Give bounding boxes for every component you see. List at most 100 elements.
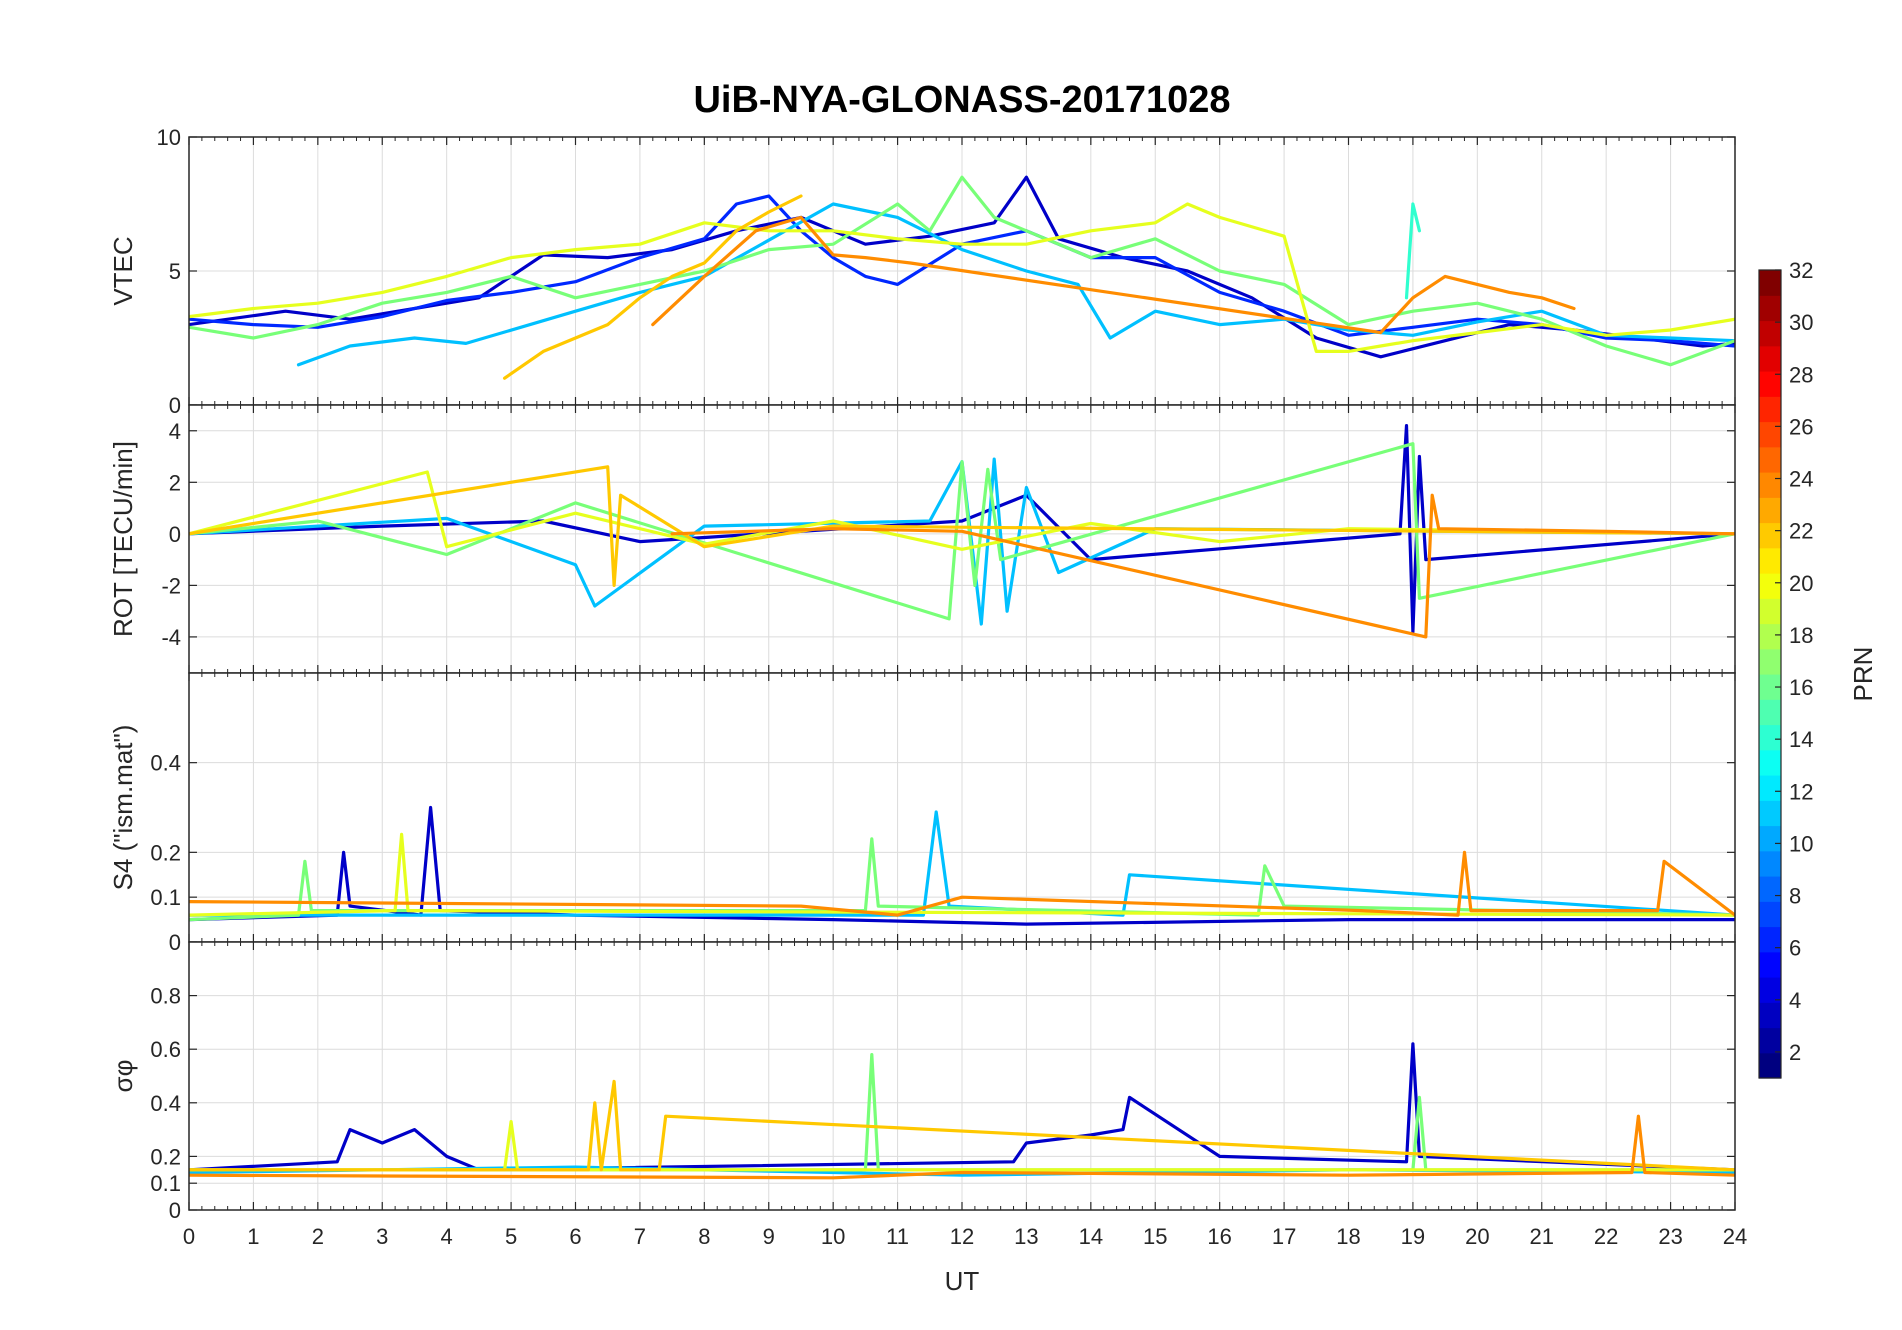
series-prn-23	[670, 493, 1735, 639]
series-prn-3	[189, 175, 1735, 359]
colorbar-segment	[1759, 926, 1781, 953]
series-prn-3	[189, 805, 1735, 926]
series-prn-21	[189, 1079, 1735, 1172]
y-tick-label: 0	[169, 522, 181, 547]
colorbar-tick-label: 18	[1789, 623, 1813, 648]
colorbar-tick-label: 30	[1789, 310, 1813, 335]
x-tick-label: 9	[763, 1224, 775, 1249]
series-prn-23	[651, 215, 1576, 335]
series-prn-5	[189, 194, 1735, 348]
y-tick-label: 0	[169, 393, 181, 418]
y-tick-label: 0.4	[150, 1091, 181, 1116]
y-tick-label: 10	[157, 125, 181, 150]
chart-title: UiB-NYA-GLONASS-20171028	[693, 79, 1230, 121]
colorbar-segment	[1759, 295, 1781, 322]
colorbar-frame	[1758, 269, 1782, 1079]
colorbar-tick-label: 14	[1789, 727, 1813, 752]
y-axis-label: VTEC	[108, 236, 138, 305]
colorbar-segment	[1759, 724, 1781, 751]
colorbar-segment	[1759, 850, 1781, 877]
series-prn-13	[1404, 202, 1422, 300]
series-group	[189, 175, 1735, 380]
colorbar-segment	[1759, 749, 1781, 776]
x-tick-label: 8	[698, 1224, 710, 1249]
colorbar-segment	[1759, 775, 1781, 801]
series-prn-21	[189, 465, 1735, 588]
y-tick-label: 0.6	[150, 1037, 181, 1062]
x-tick-label: 5	[505, 1224, 517, 1249]
colorbar-segment	[1759, 345, 1781, 372]
series-prn-19	[189, 202, 1735, 353]
x-tick-label: 21	[1530, 1224, 1554, 1249]
colorbar-segment	[1759, 1027, 1781, 1054]
x-tick-label: 13	[1014, 1224, 1038, 1249]
x-tick-label: 3	[376, 1224, 388, 1249]
series-prn-11	[296, 202, 1735, 367]
colorbar-segment	[1759, 547, 1781, 574]
y-tick-label: -2	[161, 573, 181, 598]
y-axis-label: ROT [TECU/min]	[108, 441, 138, 637]
x-tick-label: 18	[1336, 1224, 1360, 1249]
x-tick-label: 2	[312, 1224, 324, 1249]
colorbar-segment	[1759, 472, 1781, 498]
series-prn-16	[189, 175, 1735, 367]
colorbar-tick-label: 26	[1789, 414, 1813, 439]
y-tick-label: -4	[161, 625, 181, 650]
colorbar-segment	[1759, 371, 1781, 397]
colorbar-segment	[1759, 396, 1781, 423]
colorbar-segment	[1759, 522, 1781, 549]
colorbar-segment	[1759, 800, 1781, 827]
colorbar-tick-label: 32	[1789, 258, 1813, 283]
panel-sigma_phi: 00.10.2 0.4 0.6 0.8 σφ	[108, 941, 1736, 1223]
series-group	[189, 805, 1735, 926]
x-tick-label: 15	[1143, 1224, 1167, 1249]
y-axis-label: S4 ("ism.mat")	[108, 725, 138, 891]
colorbar-segment	[1759, 598, 1781, 625]
x-tick-label: 0	[183, 1224, 195, 1249]
colorbar-segment	[1759, 320, 1781, 347]
x-tick-label: 22	[1594, 1224, 1618, 1249]
x-tick-label: 20	[1465, 1224, 1489, 1249]
x-tick-label: 23	[1658, 1224, 1682, 1249]
y-tick-label: 0.2	[150, 1144, 181, 1169]
series-prn-21	[503, 194, 803, 380]
x-tick-label: 10	[821, 1224, 845, 1249]
y-tick-label: 5	[169, 259, 181, 284]
x-axis-label: UT	[945, 1266, 980, 1296]
y-tick-label: 0.1	[150, 1171, 181, 1196]
colorbar-tick-label: 6	[1789, 936, 1801, 961]
y-tick-label: 0.1	[150, 885, 181, 910]
colorbar-segment	[1759, 977, 1781, 1003]
x-tick-label: 17	[1272, 1224, 1296, 1249]
y-tick-label: 2	[169, 470, 181, 495]
colorbar-segment	[1759, 876, 1781, 902]
x-tick-label: 6	[569, 1224, 581, 1249]
colorbar-tick-label: 2	[1789, 1040, 1801, 1065]
y-tick-label: 0	[169, 930, 181, 955]
x-tick-label: 16	[1207, 1224, 1231, 1249]
x-tick-label: 19	[1401, 1224, 1425, 1249]
x-tick-label: 24	[1723, 1224, 1747, 1249]
series-prn-11	[189, 810, 1735, 917]
series-prn-19	[189, 470, 1735, 551]
y-tick-label: 0.4	[150, 751, 181, 776]
colorbar-segment	[1759, 674, 1781, 700]
colorbar-segment	[1759, 648, 1781, 675]
colorbar-segment	[1759, 421, 1781, 448]
x-tick-label: 11	[886, 1224, 909, 1249]
series-prn-16	[189, 442, 1735, 621]
colorbar-segment	[1759, 951, 1781, 978]
colorbar-segment	[1759, 699, 1781, 726]
x-tick-label: 1	[247, 1224, 259, 1249]
x-tick-label: 4	[441, 1224, 453, 1249]
colorbar-tick-label: 8	[1789, 884, 1801, 909]
colorbar-tick-label: 22	[1789, 519, 1813, 544]
colorbar-segment	[1759, 497, 1781, 524]
y-tick-label: 0	[169, 1198, 181, 1223]
series-group	[189, 1042, 1735, 1180]
panel-s4: 0 0.1 0.2 0.4 S4 ("ism.mat")	[108, 672, 1736, 955]
series-prn-23	[189, 1114, 1735, 1180]
